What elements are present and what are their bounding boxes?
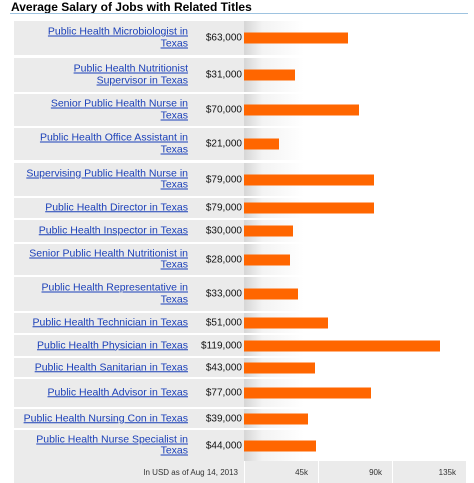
bar-track (244, 58, 466, 92)
chart-row: Public Health Nurse Specialist in Texas $… (14, 430, 466, 461)
job-title-link[interactable]: Public Health Inspector in Texas (38, 224, 188, 237)
salary-bar (244, 32, 348, 44)
salary-value-label: $43,000 (205, 362, 242, 373)
job-title-link[interactable]: Supervising Public Health Nurse in Texas (26, 167, 188, 191)
bar-track (244, 430, 466, 461)
job-title-link[interactable]: Public Health Sanitarian in Texas (34, 360, 188, 373)
job-title-link[interactable]: Public Health Nutritionist Supervisor in… (73, 62, 188, 86)
job-title-link[interactable]: Public Health Representative in Texas (41, 281, 189, 305)
salary-value-label: $28,000 (205, 254, 242, 265)
chart-row: Public Health Inspector in Texas $30,000 (14, 220, 466, 242)
salary-value-label: $44,000 (205, 440, 242, 451)
chart-row: Public Health Nutritionist Supervisor in… (14, 58, 466, 92)
job-title-link[interactable]: Public Health Office Assistant in Texas (39, 131, 188, 155)
bar-track (244, 21, 466, 55)
chart-row: Public Health Physician in Texas $119,000 (14, 335, 466, 356)
x-tick-label: 45k (295, 468, 308, 477)
bar-track (244, 198, 466, 218)
chart-row: Public Health Microbiologist in Texas $63… (14, 21, 466, 55)
bar-track (244, 163, 466, 196)
salary-value-label: $79,000 (205, 202, 242, 214)
job-title-link[interactable]: Public Health Technician in Texas (32, 316, 188, 329)
job-title-link[interactable]: Senior Public Health Nurse in Texas (50, 97, 188, 121)
salary-bar (244, 288, 298, 300)
job-title-link[interactable]: Public Health Director in Texas (45, 201, 188, 214)
salary-bar (244, 440, 316, 451)
currency-date-note: In USD as of Aug 14, 2013 (143, 468, 238, 477)
chart-row: Public Health Nursing Con in Texas $39,00… (14, 409, 466, 428)
chart-row: Public Health Representative in Texas $33… (14, 277, 466, 311)
salary-bar (244, 225, 293, 237)
bar-track (244, 94, 466, 126)
salary-bar (244, 413, 308, 424)
chart-row: Public Health Advisor in Texas $77,000 (14, 379, 466, 407)
x-tick-label: 135k (438, 468, 456, 477)
chart-row: Senior Public Health Nutritionist in Tex… (14, 244, 466, 275)
bar-track (244, 379, 466, 407)
chart-row: Senior Public Health Nurse in Texas $70,0… (14, 94, 466, 126)
bar-track (244, 313, 466, 333)
salary-value-label: $77,000 (205, 387, 242, 399)
salary-value-label: $21,000 (205, 138, 242, 150)
salary-bar (244, 174, 374, 185)
x-tick-label: 90k (369, 468, 382, 477)
chart-row: Public Health Office Assistant in Texas $… (14, 128, 466, 160)
job-title-link[interactable]: Public Health Advisor in Texas (47, 386, 188, 399)
salary-bar (244, 317, 328, 329)
salary-bar (244, 138, 279, 150)
chart-row: Public Health Sanitarian in Texas $43,000 (14, 358, 466, 377)
job-title-link[interactable]: Public Health Physician in Texas (37, 338, 188, 351)
chart-row: Public Health Director in Texas $79,000 (14, 198, 466, 218)
salary-value-label: $30,000 (205, 225, 242, 237)
salary-value-label: $51,000 (205, 317, 242, 329)
bar-track (244, 358, 466, 377)
job-title-link[interactable]: Public Health Nurse Specialist in Texas (36, 433, 188, 457)
salary-bar (244, 340, 440, 351)
chart-title: Average Salary of Jobs with Related Titl… (11, 0, 252, 14)
salary-bar (244, 387, 371, 399)
salary-bar (244, 202, 374, 214)
salary-chart: Public Health Microbiologist in Texas $63… (10, 18, 468, 483)
salary-value-label: $70,000 (205, 104, 242, 116)
salary-bar (244, 104, 359, 116)
axis-gridline (244, 461, 245, 483)
title-divider (10, 13, 468, 14)
axis-gridline (318, 461, 319, 483)
salary-value-label: $63,000 (205, 32, 242, 44)
chart-row: Public Health Technician in Texas $51,000 (14, 313, 466, 333)
salary-value-label: $31,000 (205, 69, 242, 81)
bar-track (244, 277, 466, 311)
job-title-link[interactable]: Public Health Nursing Con in Texas (23, 411, 188, 424)
bar-track (244, 128, 466, 160)
salary-value-label: $119,000 (201, 340, 242, 351)
salary-bar (244, 254, 290, 265)
bar-track (244, 409, 466, 428)
job-title-link[interactable]: Public Health Microbiologist in Texas (47, 25, 188, 49)
bar-track (244, 335, 466, 356)
chart-row: Supervising Public Health Nurse in Texas… (14, 163, 466, 196)
job-title-link[interactable]: Senior Public Health Nutritionist in Tex… (29, 247, 188, 271)
bar-track (244, 244, 466, 275)
salary-value-label: $33,000 (205, 288, 242, 300)
salary-bar (244, 362, 315, 373)
bar-track (244, 220, 466, 242)
axis-gridline (392, 461, 393, 483)
salary-value-label: $79,000 (205, 174, 242, 185)
salary-bar (244, 69, 295, 81)
salary-value-label: $39,000 (205, 413, 242, 424)
axis-footer: In USD as of Aug 14, 2013 45k 90k 135k (14, 461, 466, 483)
